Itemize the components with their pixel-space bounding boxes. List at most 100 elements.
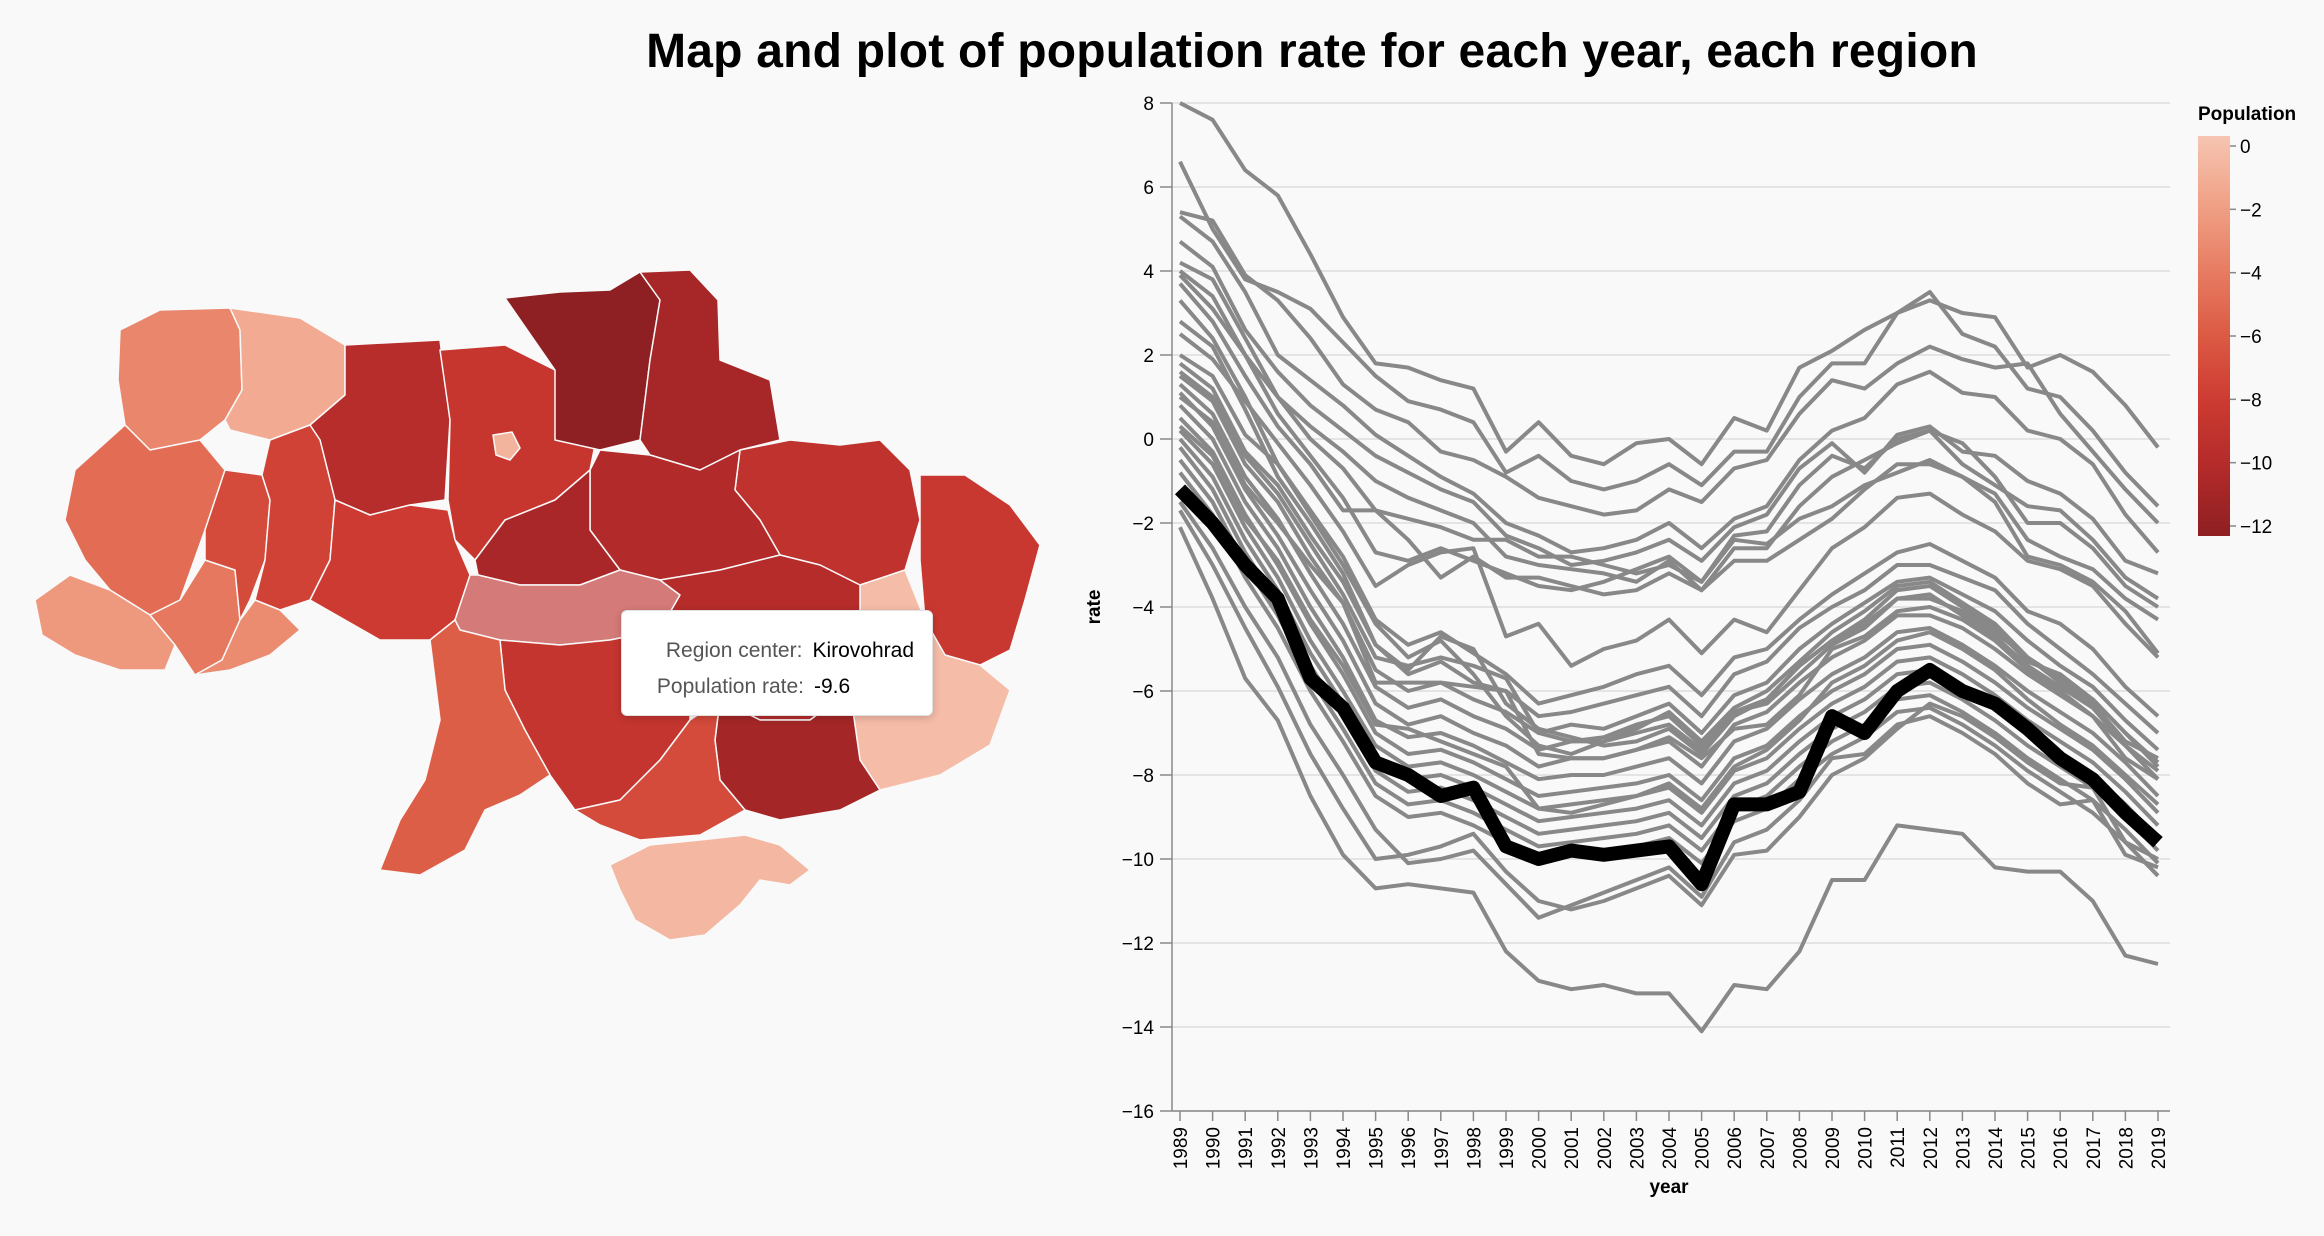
map-tooltip: Region center: Kirovohrad Population rat… bbox=[621, 610, 933, 716]
legend-tick-label: −8 bbox=[2240, 390, 2262, 411]
series-line[interactable] bbox=[1178, 382, 2160, 768]
map-region-zakarpattia[interactable] bbox=[34, 574, 176, 671]
map-region-volyn[interactable] bbox=[117, 307, 243, 451]
legend-tick-label: −10 bbox=[2240, 454, 2272, 475]
y-tick-label: 6 bbox=[1143, 178, 1154, 199]
line-chart: 8 6 4 2 0 −2 −4 −6 −8 −10 −12 −14 −16 1989 1990 1991 199… bbox=[1084, 94, 2170, 1198]
x-tick-label: 2009 bbox=[1823, 1127, 1844, 1169]
x-tick-label: 2011 bbox=[1888, 1127, 1909, 1168]
map-region-kherson[interactable] bbox=[574, 699, 746, 841]
map-region-lviv[interactable] bbox=[64, 424, 226, 616]
y-tick-label: −8 bbox=[1132, 766, 1154, 787]
x-tick-label: 2004 bbox=[1660, 1127, 1681, 1170]
x-tick-label: 2013 bbox=[1953, 1127, 1974, 1169]
y-tick-label: −4 bbox=[1132, 598, 1154, 619]
x-tick-label: 1991 bbox=[1236, 1127, 1257, 1169]
series-line[interactable] bbox=[1178, 332, 2160, 668]
tooltip-value: Kirovohrad bbox=[812, 639, 914, 662]
series-line[interactable] bbox=[1179, 260, 2160, 609]
series-line[interactable] bbox=[1178, 404, 2160, 798]
page-title: Map and plot of population rate for each… bbox=[646, 25, 1978, 78]
y-tick-label: −14 bbox=[1122, 1018, 1155, 1039]
series-line[interactable] bbox=[1178, 353, 2160, 718]
legend-tick-label: −4 bbox=[2240, 264, 2262, 285]
ukraine-map bbox=[34, 269, 1041, 941]
x-tick-label: 2005 bbox=[1693, 1127, 1714, 1169]
y-tick-label: 2 bbox=[1143, 346, 1154, 367]
y-tick-label: 0 bbox=[1143, 430, 1154, 451]
series-line[interactable] bbox=[1178, 370, 2160, 773]
legend-title: Population bbox=[2198, 104, 2296, 125]
x-tick-label: 1995 bbox=[1367, 1127, 1388, 1169]
map-region-chernivtsi[interactable] bbox=[194, 599, 301, 676]
x-tick-label: 2000 bbox=[1530, 1127, 1551, 1169]
highlighted-series-line[interactable] bbox=[1174, 484, 2163, 892]
x-tick-label: 2010 bbox=[1856, 1127, 1877, 1169]
series-line[interactable] bbox=[1178, 458, 2160, 865]
series-line[interactable] bbox=[1178, 299, 2159, 760]
series-line[interactable] bbox=[1178, 391, 2160, 781]
x-tick-label: 2014 bbox=[1986, 1127, 2007, 1170]
x-tick-label: 2002 bbox=[1595, 1127, 1616, 1169]
x-tick-label: 2003 bbox=[1627, 1127, 1648, 1169]
x-tick-label: 2012 bbox=[1921, 1127, 1942, 1169]
series-line[interactable] bbox=[1178, 273, 2160, 622]
x-tick-label: 1990 bbox=[1204, 1127, 1225, 1169]
series-line[interactable] bbox=[1178, 160, 2160, 508]
map-region-odesa[interactable] bbox=[379, 619, 551, 876]
map-region-luhansk[interactable] bbox=[919, 474, 1041, 666]
series-line[interactable] bbox=[1178, 395, 2160, 781]
y-tick-label: −6 bbox=[1132, 682, 1154, 703]
series-line[interactable] bbox=[1178, 429, 2160, 827]
tooltip-row-rate: Population rate: -9.6 bbox=[640, 669, 914, 705]
x-tick-label: 1993 bbox=[1301, 1127, 1322, 1169]
series-line[interactable] bbox=[1178, 526, 2159, 1034]
x-tick-label: 1998 bbox=[1464, 1127, 1485, 1169]
x-tick-label: 2017 bbox=[2084, 1127, 2105, 1169]
tooltip-key: Region center: bbox=[665, 639, 803, 662]
tooltip-row-region: Region center: Kirovohrad bbox=[640, 633, 914, 669]
series-line[interactable] bbox=[1178, 500, 2159, 920]
x-tick-label: 1996 bbox=[1399, 1127, 1420, 1169]
series-line[interactable] bbox=[1178, 282, 2160, 655]
series-line[interactable] bbox=[1178, 214, 2160, 555]
y-tick-label: −10 bbox=[1122, 850, 1154, 871]
series-line[interactable] bbox=[1178, 424, 2160, 815]
series-line[interactable] bbox=[1178, 416, 2160, 815]
series-line[interactable] bbox=[1178, 509, 2159, 912]
x-tick-label: 2015 bbox=[2019, 1127, 2040, 1169]
series-line[interactable] bbox=[1178, 471, 2160, 878]
map-region-sumy[interactable] bbox=[639, 269, 781, 471]
map-region-vinnytsia[interactable] bbox=[309, 499, 471, 641]
x-tick-label: 2019 bbox=[2149, 1127, 2170, 1169]
color-legend: Population 0 −2 −4 −6 −8 −10 −12 bbox=[2198, 104, 2296, 538]
legend-tick-label: 0 bbox=[2240, 137, 2251, 158]
series-line[interactable] bbox=[1178, 240, 2159, 576]
legend-tick-label: −6 bbox=[2240, 327, 2262, 348]
x-tick-label: 1989 bbox=[1171, 1127, 1192, 1169]
x-tick-label: 1999 bbox=[1497, 1127, 1518, 1169]
tooltip-key: Population rate: bbox=[656, 675, 804, 698]
tooltip-value: -9.6 bbox=[814, 675, 851, 698]
y-tick-label: −12 bbox=[1122, 934, 1154, 955]
legend-tick-label: −12 bbox=[2240, 517, 2272, 538]
y-tick-label: 8 bbox=[1143, 94, 1154, 115]
x-tick-label: 2007 bbox=[1758, 1127, 1779, 1169]
legend-gradient-bar bbox=[2198, 136, 2230, 536]
map-region-ternopil[interactable] bbox=[204, 469, 271, 621]
legend-tick-label: −2 bbox=[2240, 200, 2262, 221]
map-region-crimea[interactable] bbox=[609, 834, 811, 941]
series-line[interactable] bbox=[1178, 319, 2160, 764]
x-tick-label: 2008 bbox=[1790, 1127, 1811, 1169]
x-tick-label: 2018 bbox=[2116, 1127, 2137, 1169]
series-line[interactable] bbox=[1179, 101, 2160, 467]
x-tick-label: 2006 bbox=[1725, 1127, 1746, 1169]
map-region-kyiv[interactable] bbox=[492, 431, 521, 461]
y-tick-label: −16 bbox=[1122, 1102, 1154, 1123]
x-tick-label: 1992 bbox=[1269, 1127, 1290, 1169]
series-line[interactable] bbox=[1179, 210, 2160, 525]
series-line[interactable] bbox=[1178, 269, 2160, 601]
series-line[interactable] bbox=[1178, 361, 2160, 735]
y-tick-label: 4 bbox=[1143, 262, 1154, 283]
